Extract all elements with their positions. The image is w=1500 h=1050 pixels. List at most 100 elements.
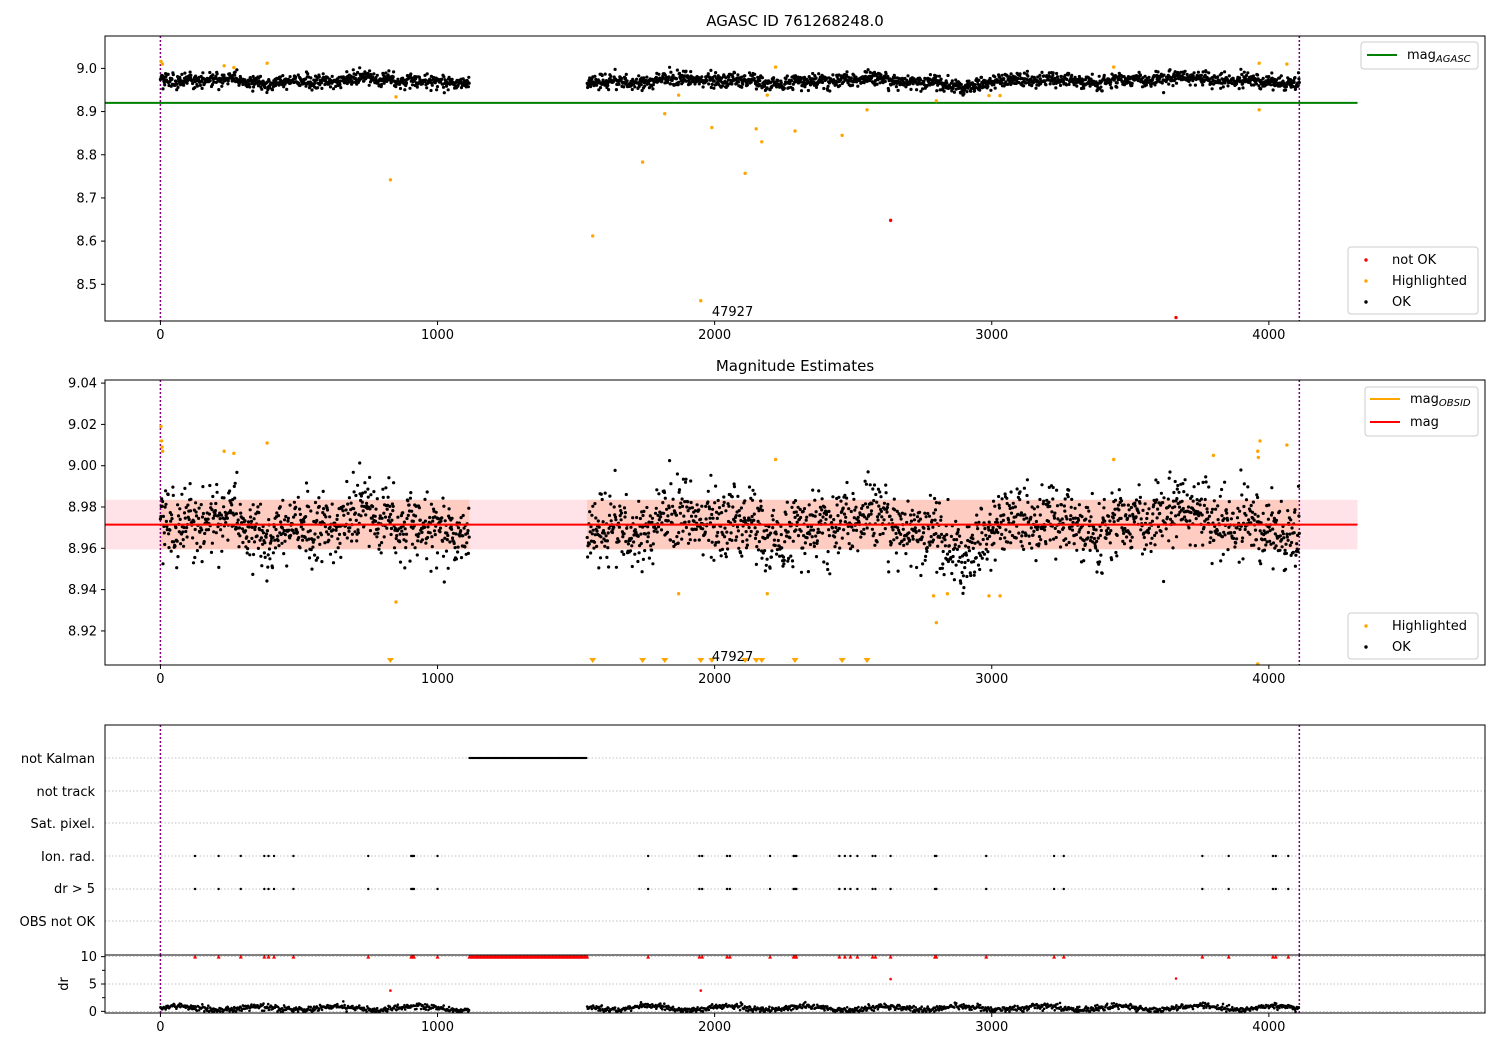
ok-point [1204, 480, 1208, 484]
legend-mag-label: mag [1410, 415, 1439, 430]
ok-point [1054, 557, 1058, 561]
ok-point [730, 82, 734, 86]
ok-point [1113, 507, 1117, 511]
ok-point [1237, 560, 1241, 564]
ok-point [1100, 89, 1104, 93]
ok-point [920, 535, 924, 539]
ok-point [1196, 70, 1200, 74]
ok-point [619, 509, 623, 513]
highlighted-point [160, 449, 165, 453]
ok-point [199, 74, 203, 79]
ok-point [1154, 531, 1158, 535]
ok-point [963, 560, 967, 565]
ok-point [194, 501, 198, 505]
legend-highlighted-marker [1364, 624, 1368, 628]
ok-point [927, 80, 931, 84]
ok-point [233, 496, 237, 500]
ok-point [970, 540, 974, 545]
ok-point [410, 542, 415, 546]
ok-point [1050, 510, 1054, 514]
ok-point [834, 541, 838, 545]
ok-point [1121, 539, 1125, 544]
ok-point [670, 512, 674, 516]
ok-point [1048, 504, 1052, 508]
ok-point [1088, 519, 1092, 523]
ok-point [937, 74, 942, 78]
ok-point [1187, 526, 1191, 530]
ok-point [714, 71, 718, 75]
ok-point [687, 532, 692, 536]
ok-point [252, 85, 256, 89]
ok-point [1246, 485, 1250, 489]
ok-point [1279, 499, 1283, 503]
ok-point [1004, 528, 1008, 532]
ok-point [1177, 490, 1181, 494]
ok-point [688, 538, 692, 542]
ok-point [717, 512, 721, 516]
ok-point [161, 514, 165, 519]
ok-point [185, 81, 189, 85]
ok-point [1065, 77, 1069, 82]
ok-point [618, 514, 622, 518]
ok-point [1259, 562, 1263, 566]
ok-point [1127, 508, 1131, 512]
ok-point [1284, 551, 1288, 556]
ok-point [872, 531, 876, 536]
ok-point [725, 530, 729, 534]
ok-point [1074, 533, 1078, 537]
ok-point [629, 536, 634, 541]
ok-point [759, 499, 763, 503]
ok-point [595, 529, 599, 533]
ok-point [896, 88, 900, 92]
ok-point [1063, 509, 1067, 513]
ok-point [749, 529, 753, 534]
ok-point [219, 528, 223, 532]
ok-point [1027, 520, 1031, 524]
ok-point [886, 502, 890, 506]
ok-point [990, 530, 994, 535]
ok-point [710, 540, 714, 544]
ok-point [730, 538, 734, 543]
ok-point [1128, 539, 1133, 543]
ok-point [606, 531, 610, 535]
ok-point [1263, 537, 1267, 542]
ok-point [839, 519, 843, 523]
ok-point [1173, 505, 1177, 509]
ok-point [971, 537, 975, 541]
ok-point [198, 83, 202, 87]
ok-point [1207, 485, 1211, 489]
ok-point [1041, 502, 1045, 506]
ok-point [711, 507, 715, 511]
ok-point [610, 530, 615, 535]
ok-point [667, 75, 671, 79]
ok-point [709, 555, 713, 559]
ok-point [618, 504, 622, 508]
ok-point [1171, 546, 1175, 550]
ok-point [1191, 499, 1195, 503]
ok-point [1291, 550, 1295, 555]
ok-point [403, 527, 407, 531]
ok-point [405, 516, 409, 521]
ok-point [1102, 506, 1106, 510]
ok-point [1079, 536, 1083, 540]
panel-agasc-legend-points: not OK Highlighted OK [1347, 246, 1479, 315]
ok-point [984, 547, 988, 551]
ok-point [881, 531, 885, 536]
ok-point [629, 525, 633, 529]
ok-point [825, 562, 829, 566]
ok-point [467, 75, 471, 79]
ok-point [330, 74, 334, 78]
ok-point [1185, 519, 1189, 523]
ok-point [879, 495, 883, 499]
ok-point [1183, 69, 1187, 73]
ok-point [820, 531, 825, 535]
ok-point [1227, 74, 1231, 78]
ok-point [684, 525, 689, 530]
ok-point [613, 67, 617, 71]
ok-point [276, 514, 281, 518]
ok-point [289, 533, 293, 538]
ok-point [249, 519, 254, 524]
ok-point [1209, 530, 1213, 534]
ok-point [1143, 74, 1147, 78]
ok-point [689, 70, 693, 74]
